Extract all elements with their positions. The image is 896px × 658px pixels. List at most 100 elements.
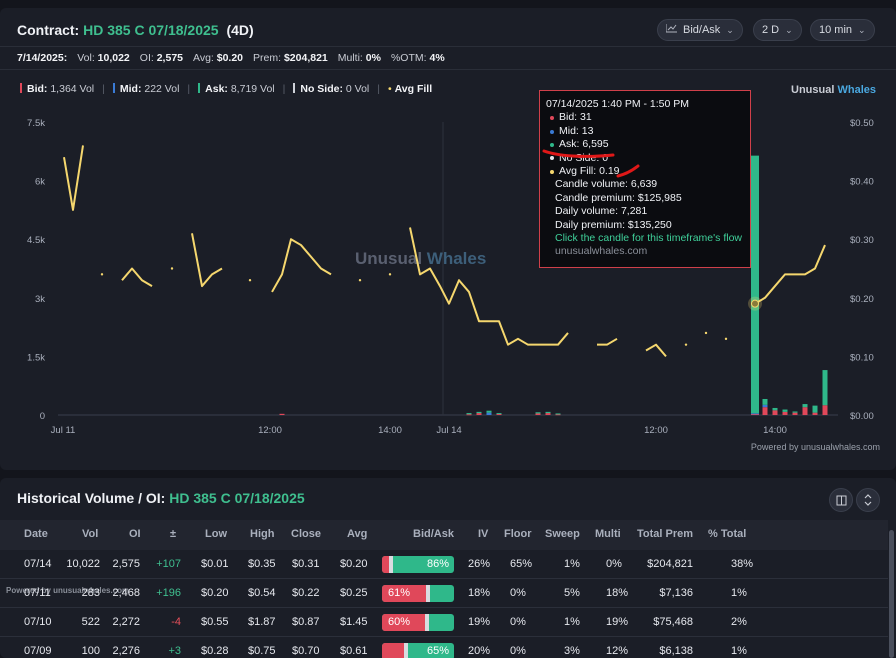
cell-multi: 19% (606, 616, 629, 628)
table-powered-by: Powered by unusualwhales.com (6, 586, 130, 595)
avg-fill-line (409, 227, 569, 346)
left-axis-tick: 4.5k (27, 235, 45, 246)
legend-mid[interactable]: Mid: 222 Vol (112, 83, 179, 95)
hover-marker (751, 299, 759, 308)
cell-high: $0.54 (248, 587, 276, 599)
stat-oi: OI: 2,575 (139, 52, 183, 64)
cell-avg: $0.25 (340, 587, 368, 599)
col-pct-total[interactable]: % Total (708, 528, 747, 540)
range-dropdown[interactable]: 2 D ⌄ (753, 19, 802, 41)
legend-no-side[interactable]: No Side: 0 Vol (293, 83, 369, 95)
cell-multi: 0% (606, 558, 622, 570)
cell-avg: $0.61 (340, 645, 368, 657)
col-low[interactable]: Low (205, 528, 227, 540)
table-row[interactable]: 07/10 522 2,272 -4 $0.55 $1.87 $0.87 $1.45 19% 0%… (0, 608, 888, 637)
right-axis-tick: $0.40 (850, 177, 874, 188)
volume-bar-ask (792, 411, 798, 413)
volume-bar-bid (822, 405, 828, 415)
col-date[interactable]: Date (24, 528, 48, 540)
interval-dropdown[interactable]: 10 min ⌄ (810, 19, 875, 41)
stat-otm: %OTM: 4% (390, 52, 445, 64)
avg-fill-point (170, 267, 174, 270)
col-close[interactable]: Close (291, 528, 321, 540)
bid-ask-pct: 65% (426, 645, 449, 657)
volume-bar-bid (792, 412, 798, 415)
tooltip-candle-volume: Candle volume: 6,639 (555, 178, 658, 191)
tooltip-mid: Mid: 13 (546, 125, 744, 138)
table-row[interactable]: 07/14 10,022 2,575 +107 $0.01 $0.35 $0.31 $0.20… (0, 550, 888, 579)
cell-date: 07/09 (24, 645, 52, 657)
avg-fill-line (191, 233, 223, 288)
interval-label: 10 min (819, 24, 853, 36)
col-vol[interactable]: Vol (82, 528, 99, 540)
stat-multi: Multi: 0% (337, 52, 381, 64)
expand-collapse-icon[interactable] (856, 488, 880, 512)
legend-ask[interactable]: Ask: 8,719 Vol (198, 83, 275, 95)
cell-low: $0.55 (201, 616, 229, 628)
avg-fill-point (358, 279, 362, 282)
col-oi-change[interactable]: ± (170, 528, 177, 540)
volume-bar-ask (751, 155, 759, 414)
avg-fill-point (100, 273, 104, 276)
col-floor[interactable]: Floor (504, 528, 532, 540)
left-axis-tick: 6k (35, 177, 45, 188)
contract-symbol[interactable]: HD 385 C 07/18/2025 (83, 22, 219, 38)
tooltip-candle-premium: Candle premium: $125,985 (555, 191, 682, 204)
cell-high: $1.87 (248, 616, 276, 628)
tooltip-ask: Ask: 6,595 (546, 138, 744, 151)
cell-iv: 19% (468, 616, 491, 628)
right-axis-tick: $0.00 (850, 411, 874, 422)
cell-avg: $1.45 (340, 616, 368, 628)
table-row[interactable]: 07/09 100 2,276 +3 $0.28 $0.75 $0.70 $0.61 20% 0%… (0, 637, 888, 658)
avg-fill-point (388, 273, 392, 276)
days-to-expiry: (4D) (226, 22, 254, 38)
volume-bar-bid (496, 413, 502, 415)
col-bid-ask[interactable]: Bid/Ask (413, 528, 454, 540)
table-scrollbar-thumb[interactable] (889, 530, 894, 658)
chart-tooltip: 07/14/2025 1:40 PM - 1:50 PM Bid: 31 Mid… (539, 90, 751, 268)
cell-prem: $75,468 (653, 616, 693, 628)
cell-vol: 522 (81, 616, 100, 628)
avg-fill-point (684, 343, 688, 346)
col-oi[interactable]: OI (129, 528, 141, 540)
col-multi[interactable]: Multi (595, 528, 621, 540)
tooltip-site: unusualwhales.com (555, 245, 648, 258)
powered-by[interactable]: Powered by unusualwhales.com (750, 442, 880, 452)
legend-avg-fill[interactable]: • Avg Fill (387, 83, 433, 95)
x-axis-tick: 12:00 (258, 425, 282, 436)
col-iv[interactable]: IV (478, 528, 489, 540)
col-high[interactable]: High (250, 528, 275, 540)
bid-ask-chart[interactable]: Unusual Whales 7.5k 6k 4.5k 3k 1.5k 0 $0.50 $0.… (0, 110, 896, 440)
cell-date: 07/10 (24, 616, 52, 628)
cell-close: $0.22 (292, 587, 320, 599)
cell-low: $0.01 (201, 558, 229, 570)
bid-ask-bar: 65% (382, 643, 454, 658)
col-sweep[interactable]: Sweep (545, 528, 580, 540)
chevron-down-icon: ⌄ (858, 24, 866, 35)
avg-fill-line (645, 343, 667, 358)
columns-icon[interactable] (829, 488, 853, 512)
volume-bar-bid (555, 414, 561, 416)
historical-volume-card: Historical Volume / OI: HD 385 C 07/18/2… (0, 478, 896, 658)
cell-chg: +107 (156, 558, 181, 570)
contract-title: Contract: HD 385 C 07/18/2025 (4D) (17, 22, 254, 38)
tooltip-flow-link[interactable]: Click the candle for this timeframe's fl… (555, 232, 742, 245)
col-avg[interactable]: Avg (347, 528, 368, 540)
cell-vol: 10,022 (66, 558, 100, 570)
volume-bar-bid (762, 407, 768, 415)
legend-bid[interactable]: Bid: 1,364 Vol (20, 83, 94, 95)
left-axis-tick: 0 (40, 411, 45, 422)
bid-ask-dropdown[interactable]: Bid/Ask ⌄ (657, 19, 743, 41)
volume-bar-mid (486, 412, 492, 415)
cell-iv: 20% (468, 645, 491, 657)
col-total-prem[interactable]: Total Prem (637, 528, 694, 540)
table-row[interactable]: 07/11 283 2,468 +196 $0.20 $0.54 $0.22 $0.25 18%… (0, 579, 888, 608)
avg-fill-line (63, 145, 84, 211)
cell-low: $0.20 (201, 587, 229, 599)
cell-low: $0.28 (201, 645, 229, 657)
cell-iv: 18% (468, 587, 491, 599)
right-axis-tick: $0.20 (850, 294, 874, 305)
cell-pct: 2% (731, 616, 747, 628)
cell-date: 07/14 (24, 558, 52, 570)
volume-bar-ask (466, 413, 472, 415)
